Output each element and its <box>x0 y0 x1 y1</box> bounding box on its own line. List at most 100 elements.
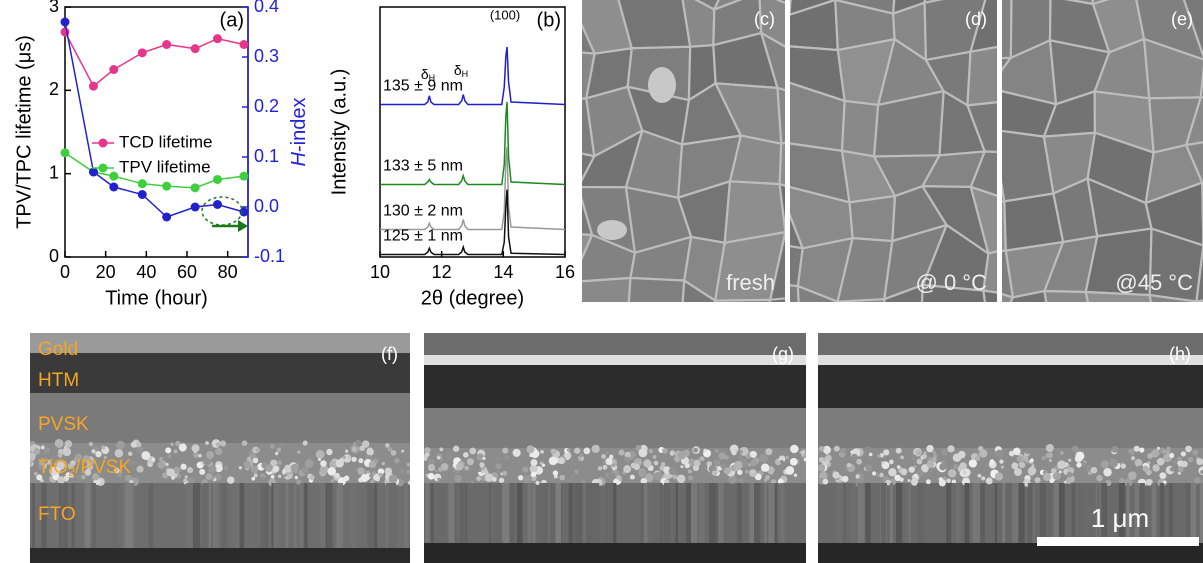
nanoparticle <box>578 457 581 460</box>
nanoparticle <box>367 471 370 474</box>
x-tick-label: 80 <box>218 262 238 282</box>
column-grain <box>556 483 562 543</box>
nanoparticle <box>911 479 918 486</box>
column-grain <box>319 483 326 548</box>
column-grain <box>606 483 612 543</box>
column-grain <box>699 483 705 543</box>
nanoparticle <box>239 451 244 456</box>
nanoparticle <box>261 476 265 480</box>
nanoparticle <box>62 447 71 456</box>
nanoparticle <box>437 478 441 482</box>
nanoparticle <box>670 452 674 456</box>
nanoparticle <box>609 455 613 459</box>
column-grain <box>718 483 723 543</box>
series-label: 133 ± 5 nm <box>383 158 463 175</box>
column-grain <box>249 483 255 548</box>
nanoparticle <box>422 455 428 461</box>
nanoparticle <box>1030 458 1034 462</box>
y2-tick-label: 0.4 <box>254 0 279 16</box>
nanoparticle <box>922 454 927 459</box>
column-grain <box>489 483 491 543</box>
column-grain <box>974 483 980 543</box>
nanoparticle <box>1075 451 1084 460</box>
column-grain <box>780 483 785 543</box>
nanoparticle <box>167 454 171 458</box>
grain <box>1150 295 1197 338</box>
nanoparticle <box>841 448 846 453</box>
grain <box>529 49 595 104</box>
nanoparticle <box>818 464 825 471</box>
y-axis-label: Intensity (a.u.) <box>328 69 350 196</box>
nanoparticle <box>790 445 798 453</box>
nanoparticle <box>896 448 902 454</box>
nanoparticle <box>1181 451 1186 456</box>
nanoparticle <box>802 450 806 454</box>
nanoparticle <box>1121 463 1126 468</box>
data-point <box>213 175 222 184</box>
nanoparticle <box>1103 468 1111 476</box>
column-grain <box>329 483 333 548</box>
nanoparticle <box>198 454 202 458</box>
nanoparticle <box>718 452 726 460</box>
nanoparticle <box>558 457 565 464</box>
nanoparticle <box>428 473 435 480</box>
column-grain <box>540 483 547 543</box>
image-caption: fresh <box>726 270 775 295</box>
nanoparticle <box>978 474 982 478</box>
nanoparticle <box>343 455 347 459</box>
nanoparticle <box>1147 453 1153 459</box>
nanoparticle <box>406 469 411 474</box>
nanoparticle <box>357 467 364 474</box>
nanoparticle <box>939 477 943 481</box>
nanoparticle <box>1031 464 1034 467</box>
nanoparticle <box>477 468 481 472</box>
nanoparticle <box>1067 472 1073 478</box>
y2-tick-label: -0.1 <box>254 246 285 266</box>
nanoparticle <box>407 463 411 467</box>
nanoparticle <box>438 467 443 472</box>
nanoparticle <box>819 446 825 452</box>
nanoparticle <box>366 448 374 456</box>
nanoparticle <box>89 442 93 446</box>
series-label: 125 ± 1 nm <box>383 228 463 245</box>
nanoparticle <box>579 453 583 457</box>
nanoparticle <box>612 464 615 467</box>
nanoparticle <box>876 473 880 477</box>
nanoparticle <box>479 462 484 467</box>
nanoparticle <box>272 466 279 473</box>
nanoparticle <box>765 448 772 455</box>
x-tick-label: 20 <box>96 262 116 282</box>
nanoparticle <box>1067 464 1070 467</box>
nanoparticle <box>116 441 125 450</box>
nanoparticle <box>995 450 1003 458</box>
nanoparticle <box>522 467 528 473</box>
column-grain <box>240 483 245 548</box>
nanoparticle <box>794 474 797 477</box>
nanoparticle <box>574 448 580 454</box>
nanoparticle <box>34 472 37 475</box>
nanoparticle <box>734 461 743 470</box>
column-grain <box>459 483 464 543</box>
legend-label: TCD lifetime <box>119 132 213 151</box>
nanoparticle <box>463 452 469 458</box>
nanoparticle <box>1035 477 1041 483</box>
nanoparticle <box>1068 458 1071 461</box>
nanoparticle <box>739 450 743 454</box>
nanoparticle <box>44 447 50 453</box>
column-grain <box>502 483 507 543</box>
nanoparticle <box>1134 446 1140 452</box>
phase-label: δH <box>454 62 468 80</box>
nanoparticle <box>899 477 904 482</box>
column-grain <box>851 483 855 543</box>
nanoparticle <box>715 449 719 453</box>
nanoparticle <box>284 474 287 477</box>
nanoparticle <box>694 460 701 467</box>
nanoparticle <box>986 478 993 485</box>
nanoparticle <box>177 474 181 478</box>
nanoparticle <box>351 457 356 462</box>
nanoparticle <box>242 440 248 446</box>
nanoparticle <box>166 463 169 466</box>
nanoparticle <box>1059 470 1062 473</box>
column-grain <box>496 483 502 543</box>
nanoparticle <box>1001 466 1004 469</box>
